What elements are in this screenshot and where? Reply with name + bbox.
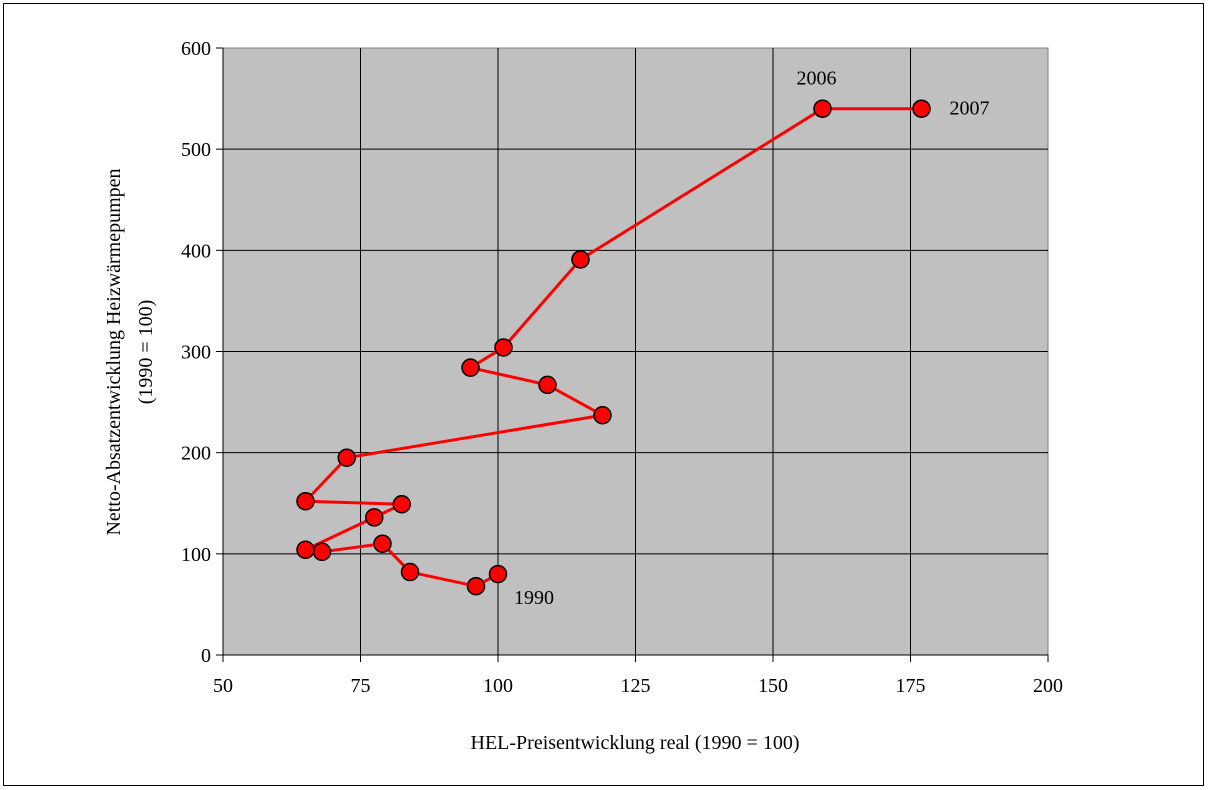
annotation-label: 2006 bbox=[797, 68, 837, 90]
x-axis-ticks: 50 75 100 125 150 175 200 bbox=[213, 655, 1063, 697]
y-tick-label: 0 bbox=[201, 645, 211, 667]
data-point bbox=[337, 448, 356, 467]
annotation-label: 2007 bbox=[950, 98, 990, 120]
annotations: 1990 2006 2007 bbox=[514, 68, 990, 609]
annotation-label: 1990 bbox=[514, 587, 554, 609]
data-point bbox=[593, 405, 612, 425]
y-tick-label: 100 bbox=[181, 544, 211, 566]
data-point bbox=[365, 508, 384, 527]
data-point bbox=[392, 495, 411, 514]
x-tick-label: 50 bbox=[213, 675, 233, 697]
data-point bbox=[912, 99, 931, 118]
x-tick-label: 75 bbox=[351, 675, 371, 697]
x-tick-label: 150 bbox=[758, 675, 788, 697]
data-point bbox=[494, 338, 513, 357]
y-tick-label: 400 bbox=[181, 240, 211, 262]
data-point bbox=[813, 99, 832, 118]
y-axis-title-line-2: (1990 = 100) bbox=[135, 300, 157, 405]
x-tick-label: 175 bbox=[896, 675, 926, 697]
x-axis-title: HEL-Preisentwicklung real (1990 = 100) bbox=[471, 732, 800, 754]
x-tick-label: 200 bbox=[1033, 675, 1063, 697]
data-point bbox=[373, 534, 392, 553]
data-point bbox=[488, 564, 508, 584]
data-point bbox=[571, 250, 590, 269]
y-tick-label: 500 bbox=[181, 139, 211, 161]
x-tick-label: 125 bbox=[621, 675, 651, 697]
y-axis-title-line-1: Netto-Absatzentwicklung Heizwärmepumpen bbox=[103, 168, 125, 535]
y-tick-label: 200 bbox=[181, 443, 211, 465]
y-axis-title: Netto-Absatzentwicklung Heizwärmepumpen … bbox=[103, 168, 157, 535]
series-group bbox=[296, 99, 931, 596]
data-point bbox=[312, 542, 332, 562]
data-point bbox=[538, 375, 557, 395]
x-tick-label: 100 bbox=[483, 675, 513, 697]
data-point bbox=[296, 540, 315, 560]
data-point bbox=[461, 358, 480, 377]
y-tick-label: 300 bbox=[181, 342, 211, 364]
y-tick-label: 600 bbox=[181, 38, 211, 60]
y-axis-ticks: 0 100 200 300 400 500 600 bbox=[181, 38, 223, 667]
data-point bbox=[466, 576, 486, 596]
data-point bbox=[400, 562, 420, 582]
data-point bbox=[296, 491, 315, 511]
